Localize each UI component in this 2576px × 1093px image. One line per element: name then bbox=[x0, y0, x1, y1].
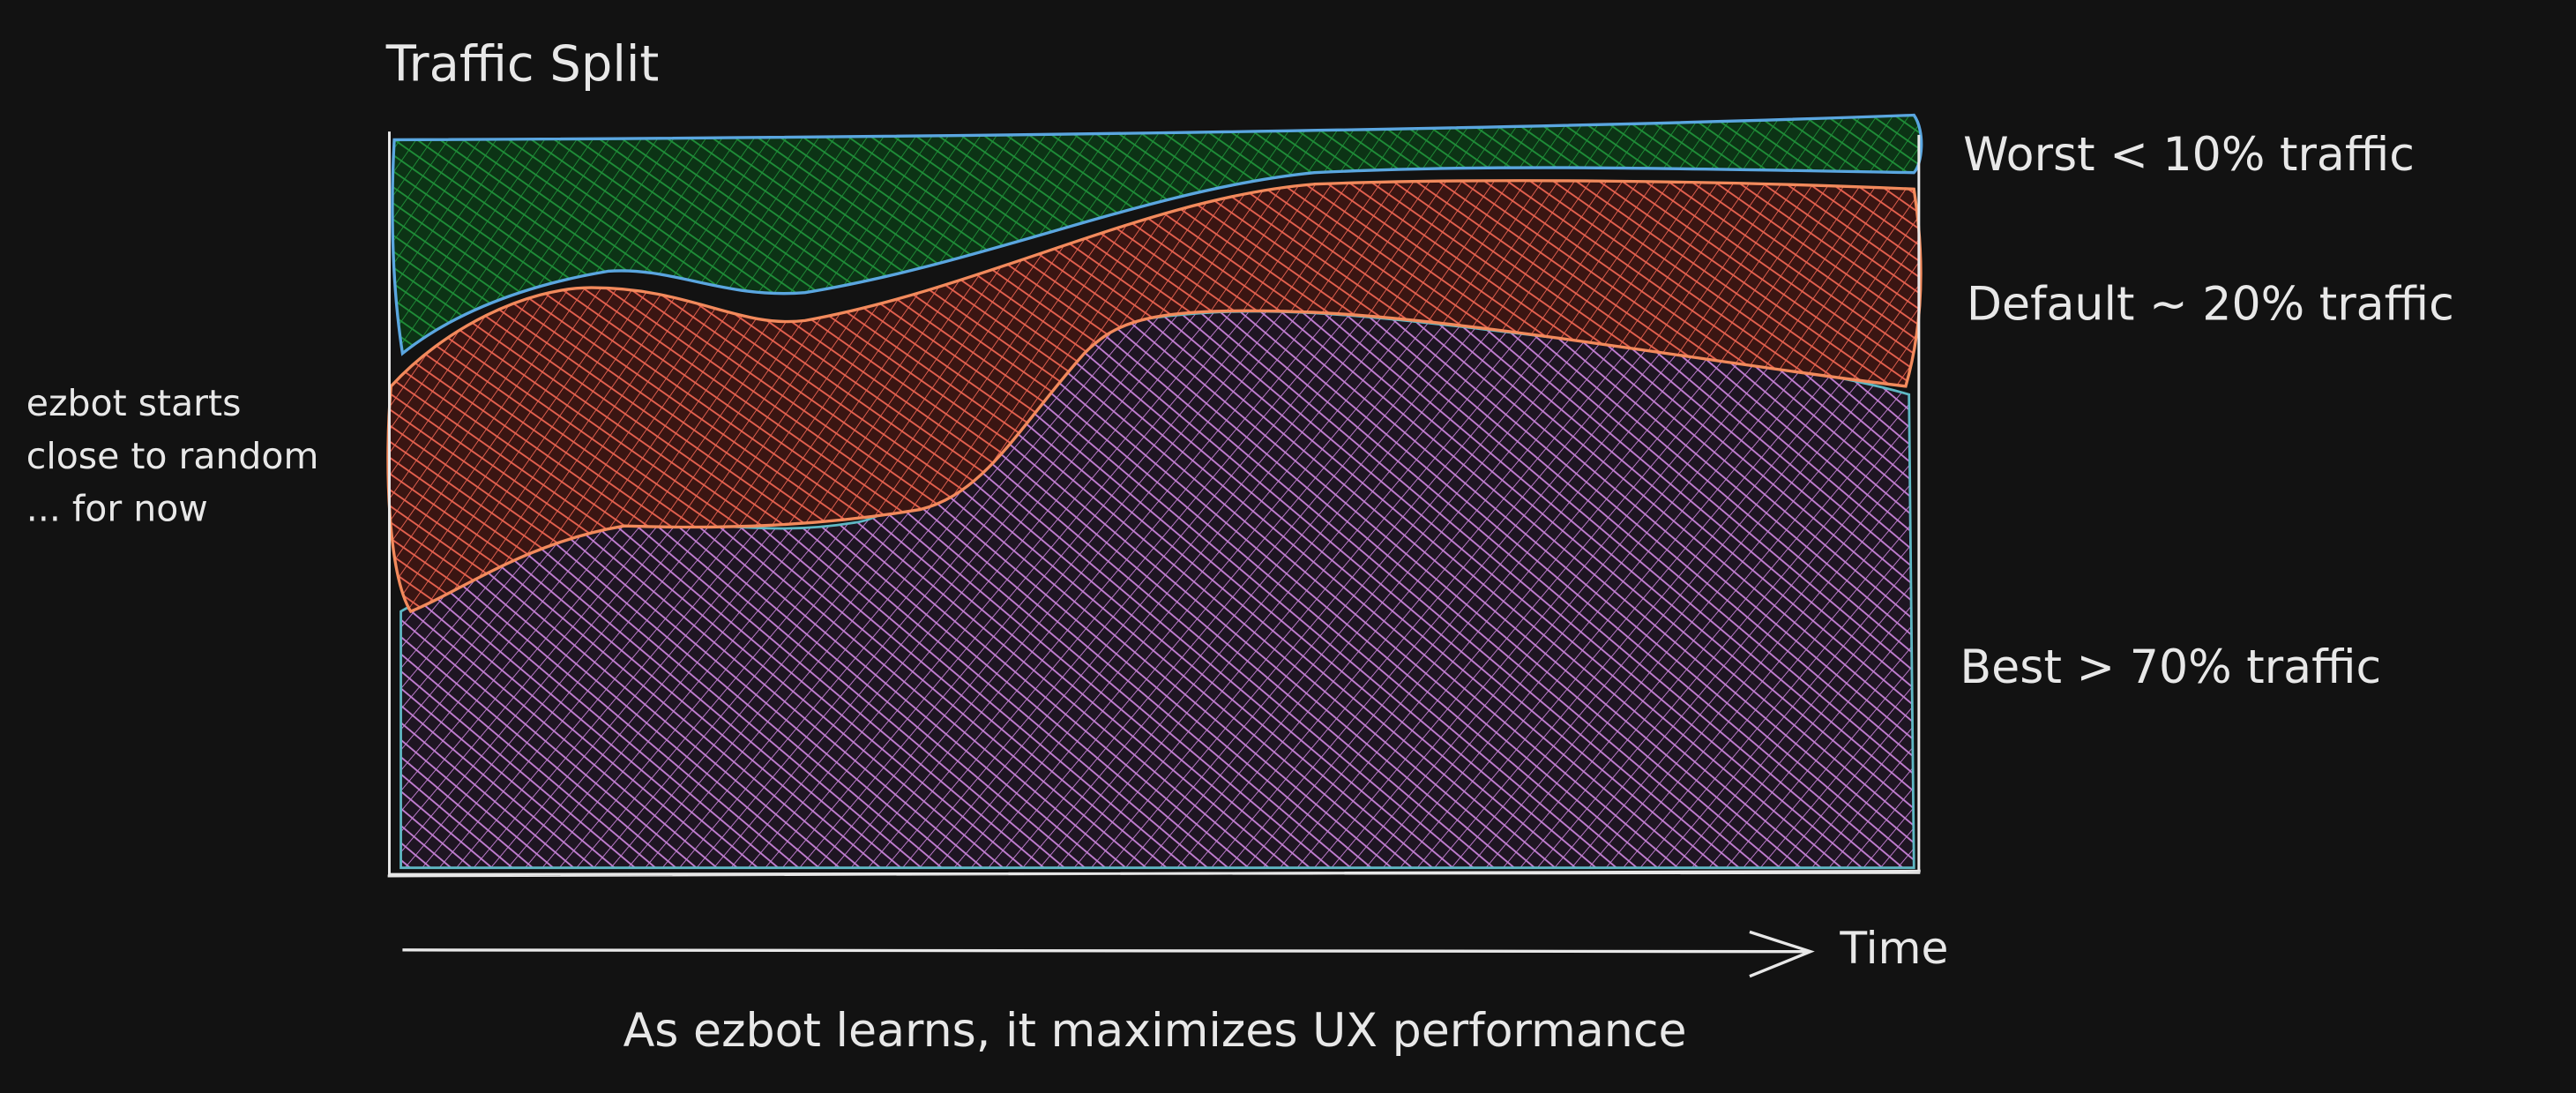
axis-label: Time bbox=[1839, 922, 1948, 974]
frame bbox=[387, 131, 1921, 878]
worst-label: Worst < 10% traffic bbox=[1963, 129, 2415, 182]
title: Traffic Split bbox=[385, 36, 660, 94]
annotation-line: ezbot starts bbox=[26, 382, 242, 424]
default-label: Default ~ 20% traffic bbox=[1967, 278, 2454, 331]
annotation-line: close to random bbox=[26, 435, 319, 477]
worst-region bbox=[391, 113, 1923, 356]
default-region bbox=[386, 179, 1923, 614]
annotation-line: ... for now bbox=[26, 487, 208, 529]
caption: As ezbot learns, it maximizes UX perform… bbox=[623, 1005, 1687, 1058]
time-arrow bbox=[402, 930, 1815, 978]
best-label: Best > 70% traffic bbox=[1960, 641, 2381, 694]
